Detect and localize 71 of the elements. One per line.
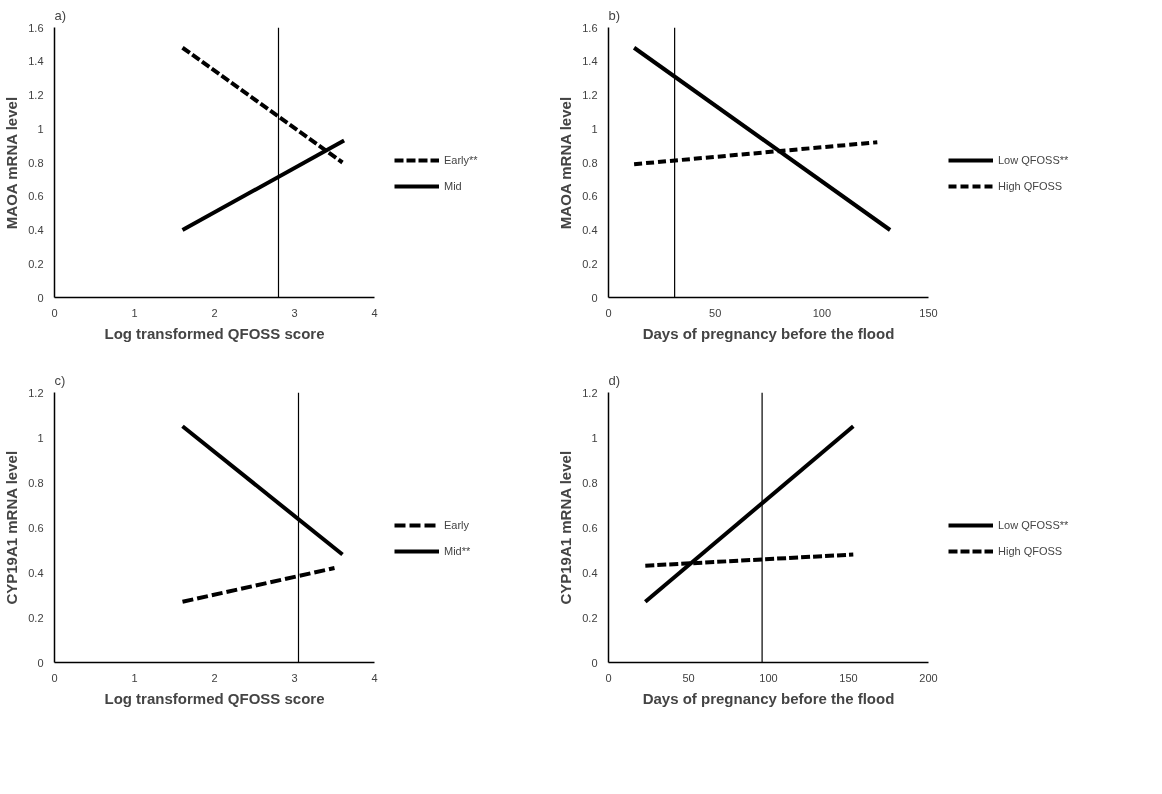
y-tick-label: 0	[37, 656, 44, 669]
legend-label: Low QFOSS**	[998, 153, 1069, 166]
legend-label: Early	[444, 518, 470, 531]
y-tick-label: 1.4	[582, 55, 598, 68]
chart-title: c)	[54, 372, 66, 388]
x-tick-label: 200	[919, 671, 938, 684]
x-axis-title: Days of pregnancy before the flood	[642, 689, 895, 707]
x-axis-title: Log transformed QFOSS score	[104, 324, 325, 342]
chart-title: a)	[54, 7, 67, 23]
y-tick-label: 0.8	[582, 156, 598, 169]
x-tick-label: 1	[131, 306, 138, 319]
y-tick-label: 1.2	[28, 386, 44, 399]
y-tick-label: 0.6	[582, 521, 598, 534]
x-tick-label: 50	[709, 306, 722, 319]
legend-label: Mid	[444, 179, 463, 192]
y-tick-label: 1.6	[582, 21, 598, 34]
y-tick-label: 1.2	[28, 89, 44, 101]
x-tick-label: 100	[812, 306, 832, 319]
y-axis-title: MAOA mRNA level	[557, 96, 575, 230]
x-tick-label: 0	[51, 306, 58, 319]
x-tick-label: 0	[51, 671, 58, 684]
x-axis-title: Days of pregnancy before the flood	[642, 324, 895, 342]
x-tick-label: 3	[291, 671, 298, 684]
y-tick-label: 1.2	[582, 386, 598, 399]
y-tick-label: 1.2	[582, 89, 598, 101]
x-tick-label: 100	[759, 671, 778, 684]
y-tick-label: 0.6	[28, 521, 44, 534]
x-axis-title: Log transformed QFOSS score	[104, 689, 325, 707]
x-tick-label: 4	[371, 671, 378, 684]
y-tick-label: 0.8	[28, 156, 44, 169]
legend-label: High QFOSS	[998, 544, 1063, 557]
y-axis-title: MAOA mRNA level	[3, 96, 21, 230]
x-tick-label: 50	[682, 671, 695, 684]
y-tick-label: 0	[37, 291, 44, 304]
legend-label: Low QFOSS**	[998, 518, 1069, 531]
y-tick-label: 0.8	[582, 476, 598, 489]
y-tick-label: 0.6	[582, 190, 598, 203]
y-axis-title: CYP19A1 mRNA level	[557, 450, 575, 605]
y-tick-label: 1	[591, 431, 598, 444]
x-tick-label: 4	[371, 306, 378, 319]
x-tick-label: 0	[605, 306, 612, 319]
y-tick-label: 1.4	[28, 55, 44, 68]
chart-title: b)	[608, 7, 621, 23]
y-tick-label: 0.4	[28, 566, 44, 579]
chart-title: d)	[608, 372, 621, 388]
y-tick-label: 0.4	[582, 224, 598, 236]
x-tick-label: 3	[291, 306, 298, 319]
legend-label: High QFOSS	[998, 179, 1063, 192]
x-tick-label: 1	[131, 671, 138, 684]
y-tick-label: 1.6	[28, 21, 44, 34]
y-tick-label: 0.2	[28, 611, 44, 624]
x-tick-label: 2	[211, 671, 218, 684]
y-tick-label: 0.2	[582, 611, 598, 624]
y-tick-label: 0	[591, 291, 598, 304]
y-tick-label: 0.4	[582, 566, 598, 579]
x-tick-label: 2	[211, 306, 218, 319]
y-tick-label: 0.2	[582, 257, 598, 270]
y-axis-title: CYP19A1 mRNA level	[3, 450, 21, 605]
y-tick-label: 0.2	[28, 257, 44, 270]
y-tick-label: 0.4	[28, 224, 44, 236]
legend-label: Mid**	[444, 544, 471, 557]
x-tick-label: 150	[839, 671, 858, 684]
y-tick-label: 0.8	[28, 476, 44, 489]
y-tick-label: 0	[591, 656, 598, 669]
y-tick-label: 1	[591, 122, 598, 135]
x-tick-label: 150	[919, 306, 938, 319]
x-tick-label: 0	[605, 671, 612, 684]
y-tick-label: 0.6	[28, 190, 44, 203]
y-tick-label: 1	[37, 122, 44, 135]
legend-label: Early**	[444, 153, 478, 166]
y-tick-label: 1	[37, 431, 44, 444]
